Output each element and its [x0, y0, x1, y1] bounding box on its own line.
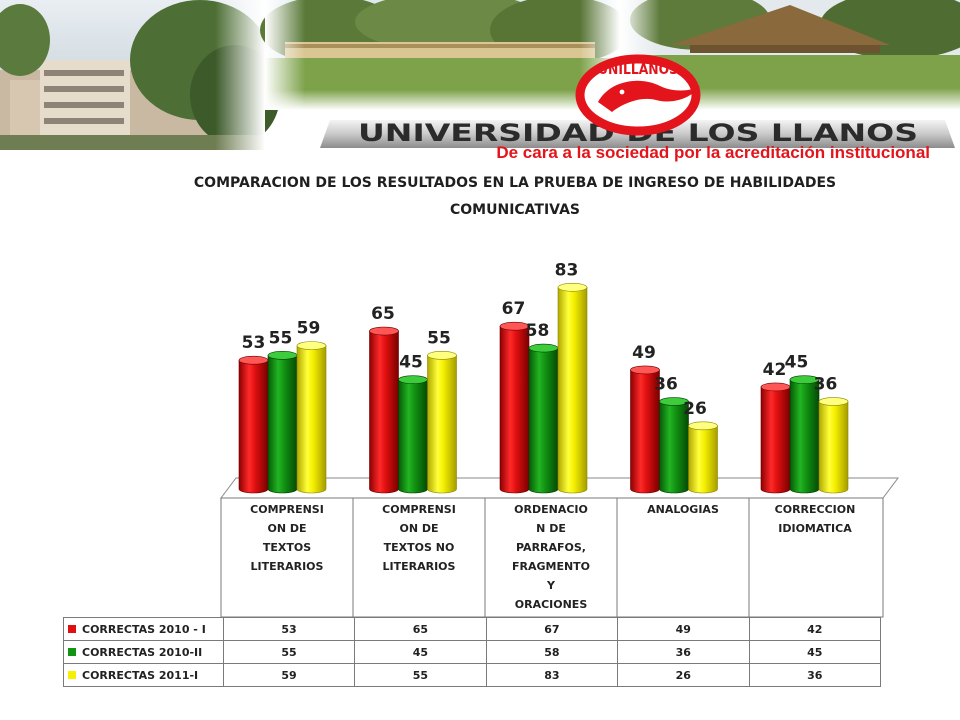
bar-cap-red [630, 365, 660, 375]
category-label: CORRECCION IDIOMATICA [774, 503, 856, 535]
table-cell: 45 [748, 640, 882, 664]
bar-yellow [296, 345, 327, 494]
table-cell: 45 [354, 640, 487, 664]
chart-title: COMPARACION DE LOS RESULTADOS EN LA PRUE… [100, 170, 930, 224]
table-cell: 65 [354, 617, 487, 641]
series-name: CORRECTAS 2010-II [82, 645, 203, 659]
bar-cap-yellow [296, 341, 327, 350]
data-label: 58 [526, 321, 550, 341]
bar-green [528, 347, 559, 494]
bar-green [398, 379, 428, 494]
bar-cap-red [760, 382, 791, 392]
chart-title-line-2: COMUNICATIVAS [450, 202, 580, 218]
data-label: 36 [654, 375, 678, 395]
table-cell: 36 [748, 663, 882, 687]
table-row: CORRECTAS 2011-I 59 55 83 26 36 [63, 663, 882, 687]
series-name: CORRECTAS 2010 - I [82, 622, 206, 636]
logo-text: UNILLANOS [598, 62, 678, 78]
bar-red [499, 325, 530, 494]
table-cell: 49 [617, 617, 750, 641]
bar-yellow [427, 355, 457, 494]
bars-group [238, 283, 849, 494]
data-label: 59 [297, 319, 321, 339]
bar-green [267, 355, 298, 494]
data-label: 65 [371, 304, 395, 324]
table-cell: 59 [222, 663, 356, 687]
legend-key-yellow [68, 670, 76, 679]
bar-cap-red [499, 321, 530, 331]
data-label: 45 [399, 353, 423, 373]
legend-key-red [68, 624, 76, 633]
unillanos-logo: UNILLANOS [575, 54, 701, 136]
category-label-area [220, 497, 884, 618]
data-label: 83 [555, 260, 579, 280]
data-label: 36 [814, 375, 838, 395]
category-label: COMPRENSI ON DE TEXTOS LITERARIOS [250, 503, 324, 573]
data-label: 26 [683, 399, 707, 419]
table-cell: 55 [222, 640, 356, 664]
bar-cap-yellow [557, 283, 588, 292]
campus-photo-building [0, 0, 280, 150]
table-cell: 67 [485, 617, 619, 641]
chart-title-line-1: COMPARACION DE LOS RESULTADOS EN LA PRUE… [193, 175, 837, 191]
bar-green [789, 379, 820, 494]
table-cell: 26 [617, 663, 750, 687]
bar-cap-red [369, 326, 399, 336]
data-label: 49 [632, 343, 656, 363]
data-label: 42 [763, 360, 787, 380]
table-row: CORRECTAS 2010-II 55 45 58 36 45 [63, 640, 882, 664]
slogan-subtitle: De cara a la sociedad por la acreditació… [496, 143, 930, 162]
table-cell: 36 [617, 640, 750, 664]
data-label: 55 [427, 328, 451, 348]
bar-cap-yellow [427, 351, 457, 360]
table-cell: 83 [485, 663, 619, 687]
table-cell: 42 [748, 617, 882, 641]
bar-yellow [818, 401, 849, 494]
table-cell: 55 [354, 663, 487, 687]
bar-red [369, 330, 399, 494]
campus-photo-green [260, 0, 630, 110]
legend-key-green [68, 647, 76, 656]
bar-yellow [688, 425, 718, 494]
bar-cap-green [789, 375, 820, 384]
bar-cap-red [238, 355, 269, 365]
bar-cap-green [659, 397, 689, 406]
series-name: CORRECTAS 2011-I [82, 668, 199, 682]
header-banner: UNIVERSIDAD DE LOS LLANOS UNILLANOS [0, 0, 960, 150]
legend-entry: CORRECTAS 2010 - I [63, 617, 224, 641]
bar-red [760, 386, 791, 494]
legend-entry: CORRECTAS 2010-II [63, 640, 224, 664]
legend-entry: CORRECTAS 2011-I [63, 663, 224, 687]
bar-cap-yellow [818, 397, 849, 406]
bar-red [238, 359, 269, 494]
bar-cap-green [528, 343, 559, 353]
bar-cap-green [267, 351, 298, 360]
data-label: 67 [502, 299, 526, 319]
category-label: COMPRENSI ON DE TEXTOS NO LITERARIOS [382, 503, 456, 573]
table-cell: 58 [485, 640, 619, 664]
data-label: 55 [269, 328, 293, 348]
bar-cap-yellow [688, 421, 718, 431]
bar-cap-green [398, 375, 428, 384]
bar-yellow [557, 287, 588, 494]
table-cell: 53 [222, 617, 356, 641]
category-label: ANALOGIAS [647, 503, 719, 516]
table-row: CORRECTAS 2010 - I 53 65 67 49 42 [63, 617, 882, 641]
data-table: CORRECTAS 2010 - I 53 65 67 49 42 CORREC… [63, 617, 882, 687]
data-label: 45 [785, 353, 809, 373]
category-label: ORDENACIO N DE PARRAFOS, FRAGMENTO Y ORA… [511, 503, 591, 611]
data-label: 53 [242, 333, 266, 353]
